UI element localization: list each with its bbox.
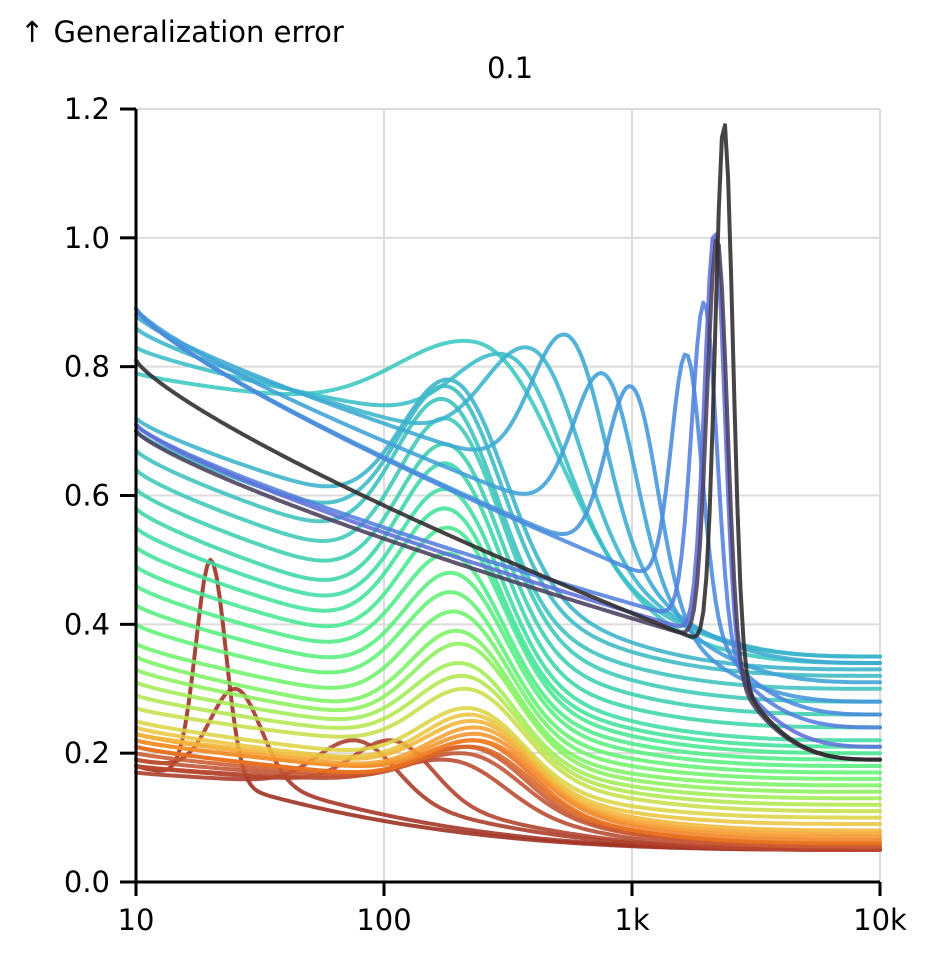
series-line-14 [134, 706, 882, 820]
series-line-4 [134, 757, 882, 852]
series-line-10 [134, 731, 882, 839]
series-line-18 [134, 641, 882, 794]
series-line-39 [134, 306, 882, 717]
y-tick-label-3: 0.6 [64, 479, 110, 513]
series-line-28 [134, 442, 882, 717]
series-line-43 [134, 123, 882, 762]
series-line-25 [134, 506, 882, 749]
y-tick-label-4: 0.8 [64, 350, 110, 384]
series-line-32 [134, 377, 882, 672]
series-line-19 [134, 628, 882, 788]
series-line-35 [134, 326, 882, 659]
y-tick-label-1: 0.2 [64, 736, 110, 770]
series-line-11 [134, 725, 882, 836]
x-tick-label-1: 100 [356, 903, 411, 937]
y-tick-label-5: 1.0 [64, 221, 110, 255]
series-line-22 [134, 570, 882, 768]
x-tick-label-2: 1k [614, 903, 649, 937]
y-tick-label-2: 0.4 [64, 607, 110, 641]
y-tick-label-0: 0.0 [64, 865, 110, 899]
series-line-12 [134, 719, 882, 833]
series-line-23 [134, 551, 882, 762]
series-line-8 [134, 738, 882, 846]
series-line-40 [134, 300, 882, 730]
x-tick-label-3: 10k [853, 903, 907, 937]
series-line-6 [134, 744, 882, 849]
series-line-26 [134, 487, 882, 743]
series-line-16 [134, 673, 882, 807]
series-lines [134, 123, 882, 852]
y-axis-label: ↑ Generalization error [20, 15, 344, 49]
series-line-37 [134, 306, 882, 685]
series-line-24 [134, 525, 882, 756]
series-line-42 [134, 238, 882, 762]
axes: 0.0 0.2 0.4 0.6 0.8 1.0 1.2 10 100 1k 10k [64, 92, 907, 937]
series-line-20 [134, 609, 882, 781]
y-tick-label-6: 1.2 [64, 92, 110, 126]
chart-title: 0.1 [487, 51, 533, 85]
series-line-13 [134, 712, 882, 826]
series-line-15 [134, 686, 882, 814]
series-line-36 [134, 313, 882, 665]
series-line-17 [134, 661, 882, 801]
series-line-21 [134, 590, 882, 775]
x-tick-label-0: 10 [118, 903, 155, 937]
